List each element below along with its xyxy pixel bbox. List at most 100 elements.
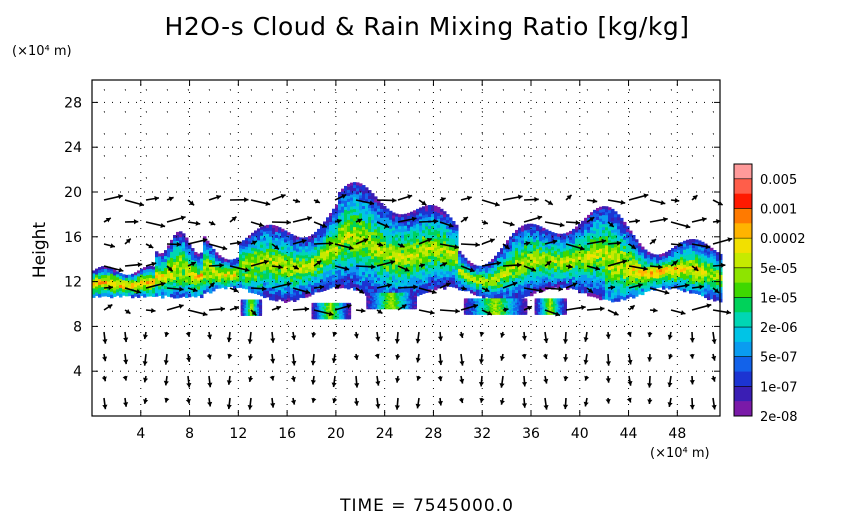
field-cell <box>329 213 333 217</box>
field-cell <box>245 255 249 260</box>
field-cell <box>242 255 246 259</box>
field-cell <box>257 255 261 259</box>
field-cell <box>542 227 546 232</box>
field-cell <box>272 255 276 259</box>
field-cell <box>620 262 624 267</box>
field-cell <box>623 233 627 238</box>
field-cell <box>611 298 615 303</box>
field-cell <box>474 298 478 302</box>
field-cell <box>608 273 612 277</box>
field-cell <box>119 273 123 277</box>
field-cell <box>404 288 408 293</box>
field-cell <box>362 233 366 237</box>
field-cell <box>494 294 498 299</box>
field-cell <box>467 263 471 268</box>
field-cell <box>386 244 390 249</box>
field-cell <box>212 287 216 292</box>
field-cell <box>182 236 186 240</box>
field-cell <box>179 255 183 259</box>
field-cell <box>260 247 264 252</box>
field-cell <box>611 265 615 270</box>
field-cell <box>608 213 612 217</box>
field-cell <box>359 204 363 208</box>
field-cell <box>626 244 630 248</box>
field-cell <box>605 206 609 210</box>
field-cell <box>656 281 660 286</box>
field-cell <box>377 259 381 264</box>
field-cell <box>299 294 303 298</box>
field-cell <box>95 292 99 297</box>
field-cell <box>215 255 219 259</box>
field-cell <box>518 278 522 282</box>
field-cell <box>545 250 549 254</box>
field-cell <box>134 284 138 288</box>
field-cell <box>380 265 384 270</box>
field-cell <box>416 262 420 267</box>
field-cell <box>515 247 519 252</box>
field-cell <box>440 229 444 234</box>
field-cell <box>404 273 408 278</box>
field-cell <box>284 275 288 279</box>
field-cell <box>371 193 375 197</box>
field-cell <box>272 291 276 295</box>
field-cell <box>614 211 618 215</box>
field-cell <box>332 220 336 225</box>
field-cell <box>395 282 399 287</box>
field-cell <box>617 250 621 254</box>
field-cell <box>116 292 120 296</box>
field-cell <box>449 235 453 239</box>
field-cell <box>284 266 288 270</box>
field-cell <box>395 273 399 278</box>
field-cell <box>218 270 222 274</box>
field-cell <box>416 274 420 279</box>
field-cell <box>230 280 234 285</box>
field-cell <box>545 265 549 269</box>
field-cell <box>329 285 333 289</box>
field-cell <box>455 272 459 277</box>
field-cell <box>674 257 678 262</box>
field-cell <box>392 290 396 294</box>
field-cell <box>452 229 456 234</box>
field-cell <box>305 261 309 265</box>
field-cell <box>350 227 354 232</box>
field-cell <box>419 243 423 247</box>
field-cell <box>542 251 546 256</box>
field-cell <box>290 278 294 283</box>
field-cell <box>212 260 216 265</box>
field-cell <box>443 232 447 236</box>
field-cell <box>377 280 381 285</box>
field-cell <box>473 267 477 272</box>
field-cell <box>416 214 420 219</box>
field-cell <box>458 286 462 291</box>
field-cell <box>359 252 363 256</box>
field-cell <box>278 269 282 273</box>
field-cell <box>272 273 276 277</box>
field-cell <box>512 277 516 282</box>
field-cell <box>158 277 162 281</box>
field-cell <box>341 251 345 256</box>
field-cell <box>710 253 714 258</box>
field-cell <box>614 244 618 248</box>
field-cell <box>428 286 432 290</box>
field-cell <box>542 254 546 259</box>
field-cell <box>338 251 342 256</box>
field-cell <box>413 213 417 217</box>
field-cell <box>701 271 705 276</box>
field-cell <box>410 244 414 249</box>
field-cell <box>218 282 222 286</box>
field-cell <box>641 252 645 257</box>
field-cell <box>338 245 342 250</box>
field-cell <box>590 227 594 231</box>
field-cell <box>488 291 492 296</box>
field-cell <box>155 266 159 270</box>
field-cell <box>263 264 267 269</box>
field-cell <box>368 214 372 218</box>
field-cell <box>356 272 360 276</box>
field-cell <box>524 269 528 273</box>
field-cell <box>359 231 363 235</box>
field-cell <box>332 223 336 228</box>
field-cell <box>557 278 561 283</box>
field-cell <box>185 252 189 256</box>
field-cell <box>713 295 717 299</box>
field-cell <box>419 285 423 289</box>
